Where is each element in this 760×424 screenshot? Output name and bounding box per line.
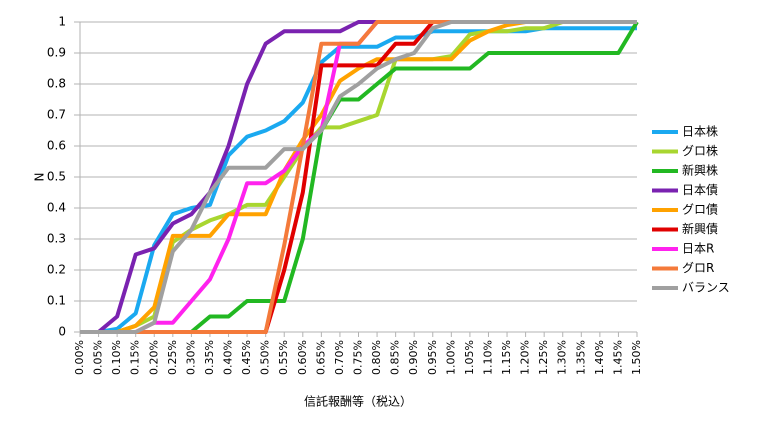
- x-tick-label: 0.55%: [277, 340, 290, 375]
- legend-label: グロ株: [682, 143, 718, 158]
- x-axis-label: 信託報酬等（税込）: [304, 394, 412, 409]
- y-tick-label: 0.2: [47, 263, 66, 277]
- x-tick-label: 0.15%: [129, 340, 142, 375]
- legend-label: グロ債: [682, 202, 718, 217]
- x-tick-label: 1.00%: [444, 340, 457, 375]
- y-tick-label: 0.5: [47, 170, 66, 184]
- x-tick-label: 0.30%: [184, 340, 197, 375]
- legend-label: 新興株: [682, 163, 718, 178]
- x-tick-label: 0.65%: [314, 340, 327, 375]
- legend-label: バランス: [682, 281, 730, 295]
- legend-label: 新興債: [682, 221, 718, 236]
- x-tick-label: 0.70%: [333, 340, 346, 375]
- x-tick-label: 0.35%: [203, 340, 216, 375]
- x-tick-label: 0.10%: [110, 340, 123, 375]
- x-tick-label: 0.25%: [166, 340, 179, 375]
- y-tick-label: 0.3: [47, 232, 66, 246]
- x-tick-label: 0.20%: [147, 340, 160, 375]
- y-tick-label: 0.6: [47, 139, 66, 153]
- y-tick-label: 0.1: [47, 294, 66, 308]
- legend-label: 日本R: [682, 242, 714, 256]
- x-tick-label: 0.00%: [73, 340, 86, 375]
- y-tick-label: 1: [58, 15, 66, 29]
- x-tick-label: 1.40%: [593, 340, 606, 375]
- legend-label: グロR: [682, 261, 714, 275]
- x-tick-label: 0.85%: [389, 340, 402, 375]
- x-tick-label: 1.10%: [481, 340, 494, 375]
- x-tick-label: 0.40%: [222, 340, 235, 375]
- x-tick-label: 1.05%: [463, 340, 476, 375]
- series-line: [80, 20, 637, 334]
- legend-label: 日本債: [682, 182, 718, 197]
- x-tick-label: 1.30%: [556, 340, 569, 375]
- x-tick-label: 0.45%: [240, 340, 253, 375]
- x-tick-label: 1.50%: [630, 340, 643, 375]
- x-tick-label: 1.35%: [574, 340, 587, 375]
- y-tick-label: 0.8: [47, 77, 66, 91]
- y-tick-label: 0.7: [47, 108, 66, 122]
- x-tick-label: 0.95%: [426, 340, 439, 375]
- x-tick-label: 0.75%: [352, 340, 365, 375]
- x-tick-label: 1.20%: [519, 340, 532, 375]
- y-axis-label: N: [33, 173, 47, 182]
- y-tick-label: 0: [58, 325, 66, 339]
- x-tick-label: 0.90%: [407, 340, 420, 375]
- x-tick-label: 0.80%: [370, 340, 383, 375]
- x-tick-label: 1.25%: [537, 340, 550, 375]
- x-tick-label: 0.50%: [259, 340, 272, 375]
- x-tick-label: 1.45%: [611, 340, 624, 375]
- y-tick-label: 0.4: [47, 201, 66, 215]
- y-tick-label: 0.9: [47, 46, 66, 60]
- x-tick-label: 1.15%: [500, 340, 513, 375]
- x-tick-label: 0.05%: [92, 340, 105, 375]
- legend-label: 日本株: [682, 124, 718, 139]
- x-tick-label: 0.60%: [296, 340, 309, 375]
